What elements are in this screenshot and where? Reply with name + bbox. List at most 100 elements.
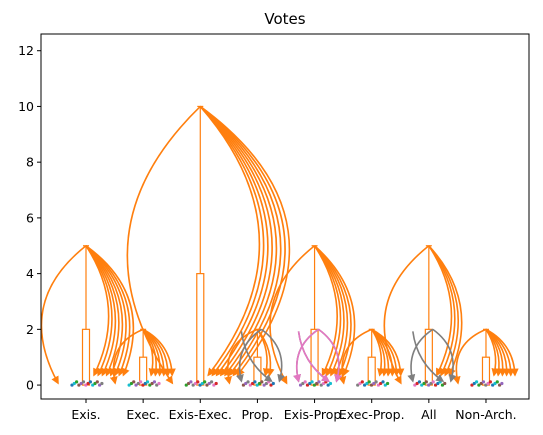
outlier-point-7-12: [497, 383, 502, 387]
plot-frame: [40, 33, 530, 400]
outlier-point-1-2: [132, 380, 136, 384]
outlier-point-1-5: [139, 380, 143, 384]
y-tick-label-8: 8: [26, 155, 34, 170]
outlier-point-7-11: [495, 380, 499, 384]
arc-right-4-1: [313, 245, 342, 377]
marks-layer: [41, 105, 519, 387]
arc-right-6-2: [428, 245, 460, 377]
arc-right-0-2: [85, 245, 117, 377]
outlier-point-6-9: [433, 383, 438, 387]
loop-gray-0-a: [236, 328, 262, 383]
outlier-point-4-3: [305, 383, 310, 387]
outlier-point-1-4: [136, 381, 140, 386]
loop-gray-3-c: [412, 331, 445, 382]
outlier-point-7-7: [486, 381, 490, 386]
outlier-point-7-9: [491, 383, 495, 387]
outlier-point-5-12: [383, 383, 387, 387]
outlier-point-4-13: [328, 381, 333, 386]
outlier-point-4-7: [315, 381, 319, 386]
outlier-point-0-9: [91, 383, 95, 387]
outlier-point-3-13: [271, 381, 275, 386]
arc-right-2-3: [199, 105, 273, 377]
outlier-point-0-7: [86, 381, 90, 386]
outlier-point-0-10: [93, 381, 97, 386]
loop-gray-3-b: [432, 328, 457, 383]
outlier-point-4-8: [317, 380, 321, 384]
outlier-point-7-3: [477, 383, 481, 387]
chart-title: Votes: [264, 10, 305, 28]
outlier-point-5-3: [363, 383, 367, 387]
outlier-point-7-2: [474, 380, 479, 384]
arc-right-0-4: [85, 245, 124, 377]
arc-right-4-3: [313, 245, 349, 377]
outlier-point-0-11: [95, 380, 99, 384]
outlier-point-5-4: [365, 381, 369, 386]
outlier-point-1-6: [141, 383, 145, 387]
arc-left-5: [338, 328, 373, 385]
x-tick-label-2: Exis-Exec.: [169, 407, 232, 422]
loop-gray-0-b: [260, 328, 286, 383]
arc-right-4-2: [313, 245, 345, 377]
arc-left-0: [41, 245, 87, 385]
outlier-point-1-7: [143, 381, 147, 386]
outlier-point-2-2: [189, 380, 193, 384]
outlier-point-1-3: [134, 383, 138, 387]
outlier-point-6-0: [413, 383, 417, 387]
outlier-point-5-10: [379, 381, 383, 386]
outlier-point-7-6: [484, 383, 488, 387]
outlier-point-7-0: [470, 383, 474, 387]
arc-right-0-6: [85, 245, 131, 377]
outlier-point-3-1: [244, 381, 248, 386]
outlier-point-4-5: [310, 380, 314, 384]
arc-right-2-6: [199, 105, 286, 377]
outlier-point-7-13: [500, 381, 504, 386]
outlier-point-6-5: [424, 380, 428, 384]
outlier-point-2-9: [205, 383, 209, 387]
outlier-point-1-13: [157, 381, 161, 386]
outlier-point-3-12: [269, 383, 273, 387]
outlier-point-3-4: [251, 381, 255, 386]
outlier-point-7-4: [479, 381, 483, 386]
outlier-point-3-0: [241, 383, 246, 387]
arc-left-6: [383, 245, 430, 385]
outlier-point-2-5: [196, 380, 200, 384]
outlier-point-4-4: [308, 381, 312, 386]
arc-right-6-1: [428, 245, 456, 377]
outlier-point-4-6: [312, 383, 316, 387]
outlier-point-7-1: [472, 381, 476, 386]
x-tick-label-7: Non-Arch.: [455, 407, 516, 422]
arc-right-7-5: [485, 328, 519, 377]
outlier-point-7-5: [481, 380, 486, 384]
x-tick-label-5: Exec-Prop.: [339, 407, 405, 422]
x-tick-label-4: Exis-Prop.: [284, 407, 346, 422]
x-tick-label-0: Exis.: [71, 407, 100, 422]
arc-left-1: [109, 328, 144, 385]
outlier-point-0-6: [84, 383, 88, 387]
outlier-point-6-2: [417, 380, 422, 384]
outlier-point-1-8: [145, 380, 150, 384]
outlier-point-2-10: [207, 381, 211, 386]
loop-pink-2-b: [318, 328, 343, 383]
outlier-point-2-3: [191, 383, 195, 387]
arc-right-0-3: [85, 245, 120, 377]
outlier-point-5-1: [358, 381, 362, 386]
arc-right-6-3: [428, 245, 463, 377]
axes-layer: 0 2 4 6 8 10 12 Exis. Exec. Exis-Exec. Prop. Exis-P…: [18, 33, 530, 422]
outlier-point-2-1: [186, 381, 191, 386]
arc-right-6-0: [428, 245, 453, 377]
arc-right-0-0: [85, 245, 110, 377]
outlier-point-1-1: [129, 381, 134, 386]
loop-gray-0-c: [240, 331, 273, 382]
outlier-point-1-0: [127, 383, 131, 387]
loop-pink-2-a: [293, 328, 320, 383]
y-tick-label-0: 0: [26, 378, 34, 393]
outlier-point-5-8: [374, 380, 378, 384]
outlier-point-6-6: [427, 383, 431, 387]
arc-right-4-4: [313, 245, 352, 377]
outlier-point-6-3: [420, 383, 424, 387]
outlier-point-6-4: [422, 381, 426, 386]
outlier-point-1-12: [155, 383, 159, 387]
arc-left-7: [452, 328, 487, 385]
